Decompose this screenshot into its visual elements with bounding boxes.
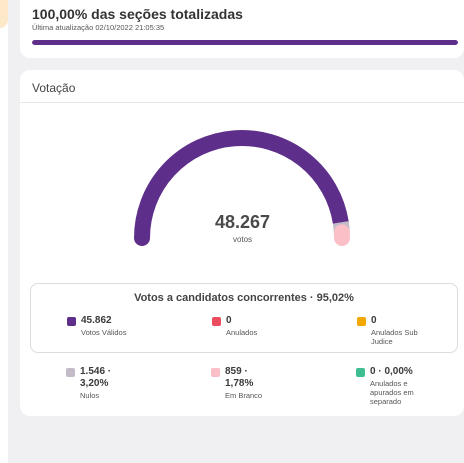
blank-votes-value-line-2: 1,78% (225, 378, 254, 389)
stat-annulled-separate: 0 · 0,00% Anulados e apurados em separad… (356, 366, 456, 412)
annulled-label: Anulados (226, 328, 258, 337)
annulled-swatch (212, 317, 221, 326)
gauge-segment-valid (134, 129, 349, 246)
totalization-card: 100,00% das seções totalizadas Última at… (20, 0, 464, 58)
left-panel-edge (0, 0, 8, 463)
candidate-votes-box: Votos a candidatos concorrentes · 95,02%… (30, 283, 458, 353)
total-votes-label: votos (232, 235, 253, 244)
null-votes-label: Nulos (80, 391, 100, 400)
null-votes-value-line-2: 3,20% (80, 378, 109, 389)
stat-blank-votes: 859 · 1,78% Em Branco (211, 366, 331, 406)
stat-annulled-sub-judice: 0 Anulados Sub Judice (357, 315, 457, 351)
blank-votes-label: Em Branco (225, 391, 263, 400)
annulled-separate-value: 0 · 0,00% (370, 366, 413, 377)
annulled-sub-judice-label-line-2: Judice (371, 337, 393, 346)
annulled-sub-judice-value: 0 (371, 315, 377, 326)
valid-votes-swatch (67, 317, 76, 326)
annulled-separate-swatch (356, 368, 365, 377)
null-votes-value-line-1: 1.546 · (80, 366, 112, 377)
blank-votes-swatch (211, 368, 220, 377)
valid-votes-value: 45.862 (81, 315, 112, 326)
blank-votes-value-line-1: 859 · (225, 366, 248, 377)
annulled-separate-label-line-2: apurados em (370, 388, 414, 397)
stat-null-votes: 1.546 · 3,20% Nulos (66, 366, 186, 406)
votes-gauge (134, 129, 350, 246)
annulled-separate-label-line-3: separado (370, 397, 402, 406)
null-votes-swatch (66, 368, 75, 377)
stat-valid-votes: 45.862 Votos Válidos (67, 315, 187, 345)
annulled-sub-judice-label-line-1: Anulados Sub (371, 328, 418, 337)
voting-card: Votação 48.267 votos Votos a candidatos … (20, 70, 464, 416)
totalization-title: 100,00% das seções totalizadas (32, 6, 243, 22)
stat-annulled: 0 Anulados (212, 315, 332, 345)
totalization-progress-bar (32, 40, 458, 45)
voting-header: Votação (32, 81, 76, 95)
annulled-sub-judice-swatch (357, 317, 366, 326)
last-update-text: Última atualização 02/10/2022 21:05:35 (32, 23, 165, 32)
annulled-value: 0 (226, 315, 232, 326)
totalization-progress-fill (32, 40, 458, 45)
annulled-separate-label-line-1: Anulados e (370, 379, 408, 388)
total-votes-value: 48.267 (214, 212, 271, 232)
voting-divider (20, 102, 464, 103)
left-panel-highlight (0, 0, 8, 28)
candidate-votes-title: Votos a candidatos concorrentes · 95,02% (134, 292, 354, 304)
valid-votes-label: Votos Válidos (81, 328, 127, 337)
